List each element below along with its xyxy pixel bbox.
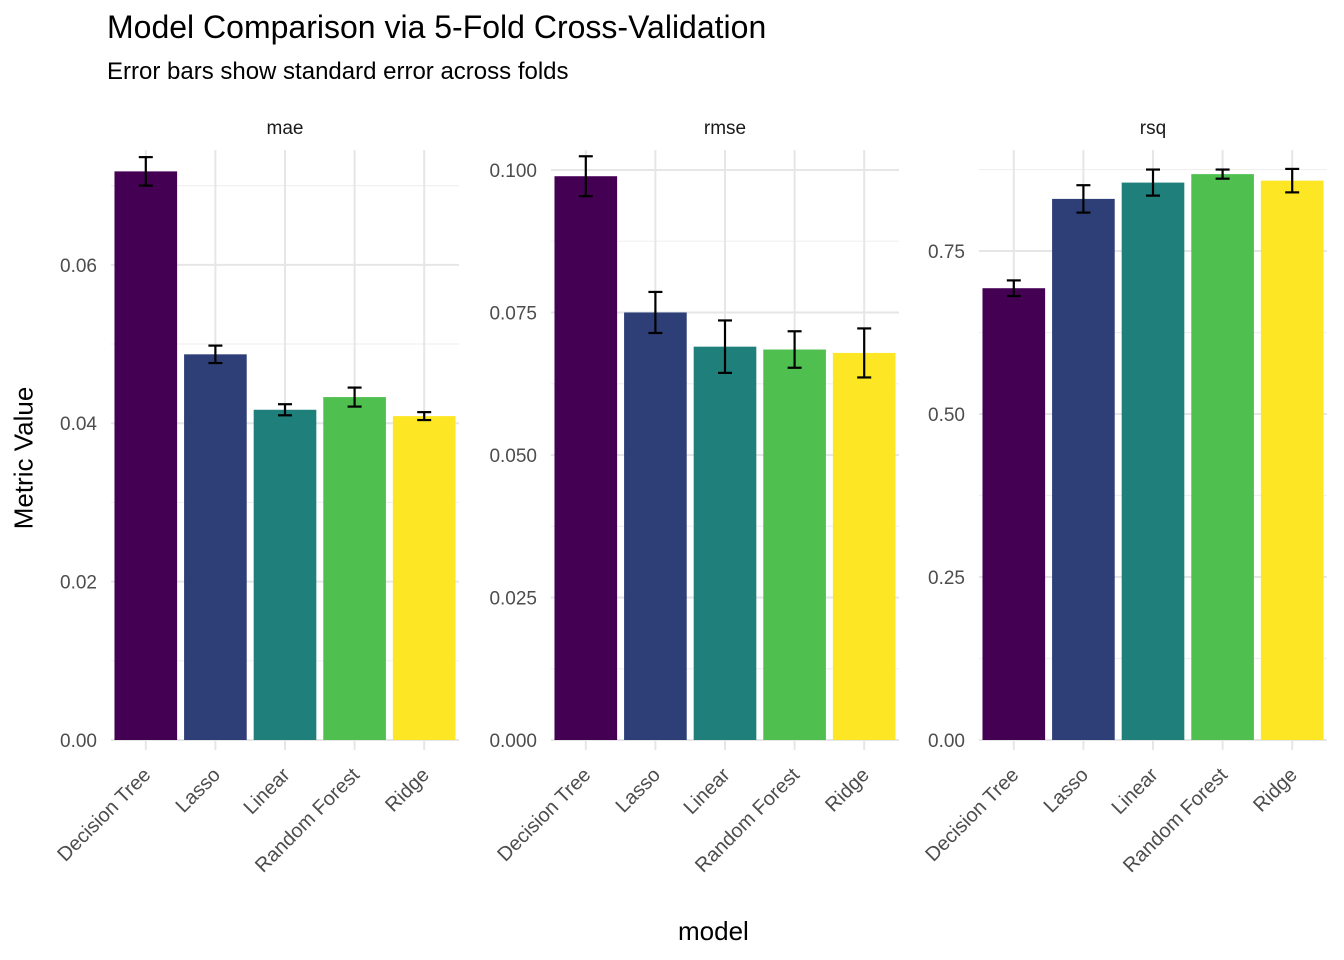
bar-mae-3: [323, 397, 386, 740]
bar-mae-4: [392, 416, 456, 740]
facet-strip-label: rsq: [1140, 118, 1166, 139]
y-tick-label: 0.050: [489, 446, 537, 467]
y-tick-label: 0.00: [60, 731, 97, 752]
y-tick-label: 0.25: [928, 568, 965, 589]
error-bar: [208, 344, 223, 365]
bar-rmse-4: [832, 352, 896, 740]
bar-rsq-4: [1260, 180, 1324, 741]
y-tick-label: 0.02: [60, 573, 97, 594]
error-bar: [1285, 167, 1300, 194]
y-tick-label: 0.000: [489, 731, 537, 752]
bar-mae-0: [114, 171, 178, 740]
panel-mae: 0.00 0.02 0.04 0.06 mae Decision Tree Lasso Lin…: [53, 118, 459, 877]
x-tick-label: Ridge: [381, 764, 434, 817]
x-tick-label: Ridge: [1249, 764, 1302, 817]
error-bar: [578, 155, 593, 198]
y-tick-label: 0.025: [489, 588, 537, 609]
x-tick-label: Lasso: [172, 764, 225, 817]
bar-mae-2: [253, 409, 317, 740]
error-bar: [1215, 168, 1230, 180]
y-tick-label: 0.75: [928, 242, 965, 263]
bar-rmse-2: [693, 346, 757, 740]
error-bar: [417, 411, 432, 422]
bar-rmse-0: [554, 176, 618, 740]
chart-title: Model Comparison via 5-Fold Cross-Valida…: [107, 9, 767, 45]
y-tick-label: 0.04: [60, 414, 97, 435]
error-bar: [787, 330, 802, 369]
facet-strip-label: mae: [267, 118, 304, 139]
chart-subtitle: Error bars show standard error across fo…: [107, 58, 569, 85]
y-tick-label: 0.06: [60, 256, 97, 277]
error-bar: [138, 156, 153, 187]
error-bar: [857, 327, 872, 379]
x-tick-label: Linear: [240, 764, 295, 819]
error-bar: [718, 319, 732, 374]
x-tick-label: Lasso: [1040, 764, 1093, 817]
panel-rmse: 0.000 0.025 0.050 0.075 0.100 rmse Decision Tr…: [489, 118, 899, 877]
bar-rsq-3: [1191, 174, 1254, 740]
error-bar: [648, 290, 663, 335]
x-tick-label: Linear: [680, 764, 735, 819]
error-bar: [278, 403, 292, 417]
bar-rsq-2: [1121, 182, 1185, 740]
x-tick-label: Linear: [1108, 764, 1163, 819]
error-bar: [1006, 279, 1021, 298]
error-bar: [347, 386, 362, 408]
facet-strip-label: rmse: [704, 118, 746, 139]
bar-rmse-3: [763, 349, 826, 740]
panel-rsq: 0.00 0.25 0.50 0.75 rsq Decision Tree Lasso Lin…: [921, 118, 1327, 877]
x-tick-label: Decision Tree: [921, 764, 1023, 866]
y-tick-label: 0.00: [928, 731, 965, 752]
x-axis-label: model: [678, 916, 749, 946]
y-tick-label: 0.075: [489, 303, 537, 324]
x-tick-label: Decision Tree: [493, 764, 595, 866]
bar-rsq-1: [1052, 198, 1115, 741]
x-tick-label: Ridge: [821, 764, 874, 817]
error-bar: [1076, 184, 1091, 214]
x-tick-label: Lasso: [612, 764, 665, 817]
bar-mae-1: [184, 354, 247, 740]
error-bar: [1146, 168, 1160, 197]
y-tick-label: 0.100: [489, 161, 537, 182]
bar-rmse-1: [624, 312, 687, 740]
y-tick-label: 0.50: [928, 405, 965, 426]
bar-rsq-0: [982, 288, 1046, 740]
x-tick-label: Decision Tree: [53, 764, 155, 866]
